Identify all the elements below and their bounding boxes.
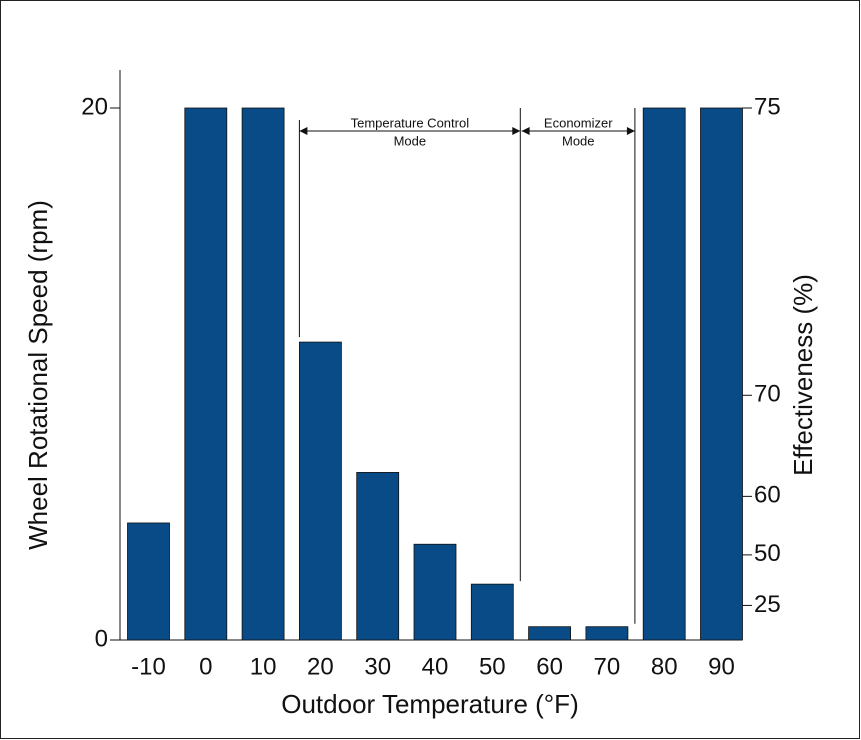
annotation: Economizer xyxy=(544,115,613,130)
bar xyxy=(585,626,629,641)
bar xyxy=(241,107,285,641)
bar xyxy=(356,472,400,641)
x-tick-label: 80 xyxy=(651,653,678,680)
annotation-bg xyxy=(347,115,473,131)
y2-tick-label: 60 xyxy=(754,482,781,509)
y2-tick-label: 75 xyxy=(754,93,781,120)
annotation: Temperature Control xyxy=(351,115,470,130)
bar xyxy=(184,107,228,641)
annotation-bg xyxy=(540,115,617,131)
x-tick-label: 50 xyxy=(479,653,506,680)
annotation: Mode xyxy=(394,133,427,148)
y-tick-label: 0 xyxy=(95,625,108,652)
x-tick-label: 70 xyxy=(594,653,621,680)
x-axis-title: Outdoor Temperature (°F) xyxy=(281,689,578,719)
y-axis-title: Wheel Rotational Speed (rpm) xyxy=(23,200,53,550)
y2-tick-label: 70 xyxy=(754,381,781,408)
y2-tick-label: 25 xyxy=(754,591,781,618)
x-tick-label: 30 xyxy=(364,653,391,680)
x-tick-label: -10 xyxy=(131,653,166,680)
bar xyxy=(642,107,686,641)
y-tick-label: 20 xyxy=(81,93,108,120)
bar xyxy=(528,626,571,641)
x-tick-label: 10 xyxy=(250,653,277,680)
x-tick-label: 60 xyxy=(536,653,563,680)
annotation: Mode xyxy=(562,133,595,148)
x-tick-label: 20 xyxy=(307,653,334,680)
bar xyxy=(700,107,743,641)
bar xyxy=(413,543,457,641)
bar xyxy=(470,583,514,641)
bar xyxy=(127,522,170,641)
x-tick-label: 0 xyxy=(199,653,212,680)
x-tick-label: 40 xyxy=(422,653,449,680)
y2-tick-label: 50 xyxy=(754,540,781,567)
bar xyxy=(298,341,342,641)
x-tick-label: 90 xyxy=(708,653,735,680)
y2-axis-title: Effectiveness (%) xyxy=(788,274,818,476)
